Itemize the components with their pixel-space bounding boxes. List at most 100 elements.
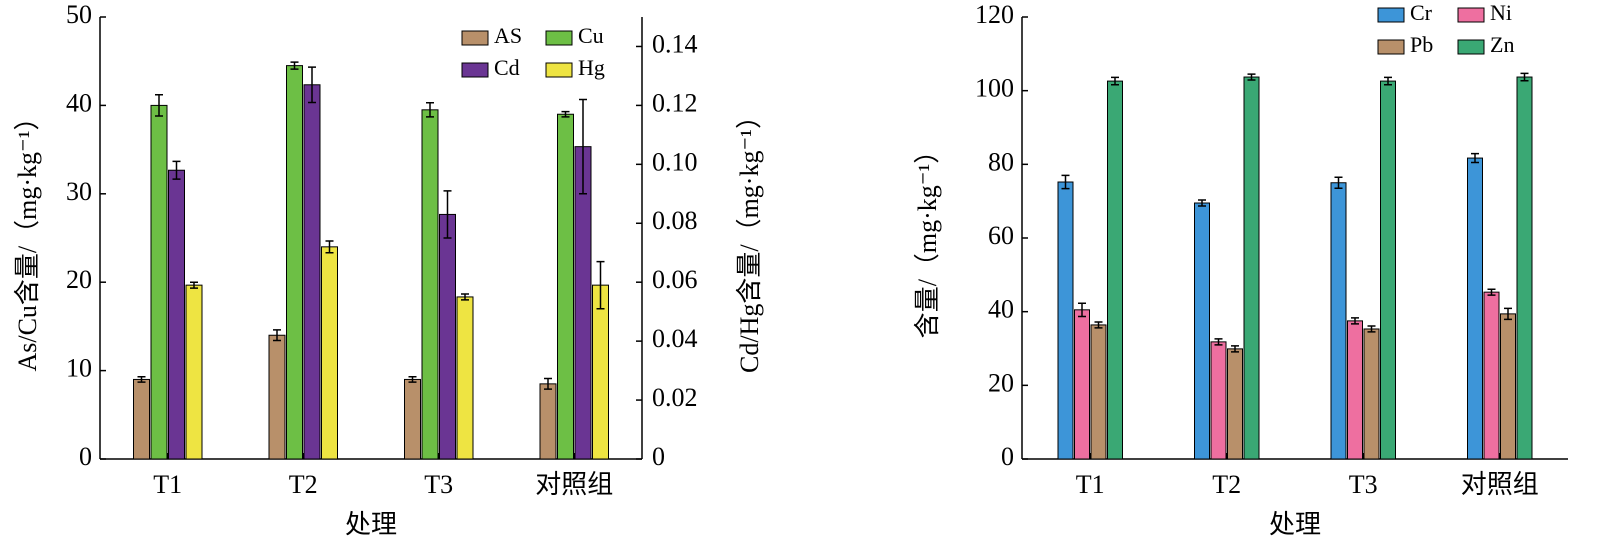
bar bbox=[1074, 309, 1090, 460]
error-bar bbox=[1061, 174, 1070, 190]
error-bar bbox=[1487, 288, 1496, 296]
y-tick-label: 60 bbox=[988, 221, 1014, 250]
error-bar bbox=[1520, 72, 1529, 82]
bar bbox=[1210, 341, 1227, 460]
x-tick-label: 对照组 bbox=[535, 470, 613, 499]
legend-label: Hg bbox=[578, 55, 605, 80]
bar bbox=[185, 284, 203, 460]
legend-label: Pb bbox=[1410, 32, 1433, 57]
x-tick-label: T3 bbox=[424, 470, 453, 499]
y2-tick-label: 0.10 bbox=[652, 147, 698, 176]
y-tick-label: 0 bbox=[1001, 442, 1014, 471]
legend-swatch bbox=[1457, 39, 1485, 55]
x-axis-label: 处理 bbox=[345, 510, 397, 539]
bar bbox=[1363, 328, 1380, 460]
error-bar bbox=[1231, 345, 1239, 353]
legend-swatch bbox=[545, 62, 573, 78]
error-bar bbox=[443, 190, 452, 239]
legend-label: AS bbox=[494, 23, 522, 48]
y-tick-label: 40 bbox=[66, 88, 92, 117]
error-bar bbox=[596, 260, 605, 310]
error-bar bbox=[1078, 302, 1086, 318]
error-bar bbox=[579, 98, 587, 195]
error-bar bbox=[1247, 73, 1256, 81]
error-bar bbox=[1504, 307, 1512, 321]
y2-tick-label: 0.06 bbox=[652, 265, 698, 294]
error-bar bbox=[544, 377, 552, 390]
legend-label: Cu bbox=[578, 23, 604, 48]
y2-axis-label: Cd/Hg含量/（mg·kg⁻¹） bbox=[735, 103, 764, 373]
error-bar bbox=[1334, 176, 1343, 190]
bar bbox=[1107, 80, 1123, 460]
error-bar bbox=[1094, 321, 1103, 329]
error-bar bbox=[172, 160, 181, 180]
y-tick-label: 50 bbox=[66, 0, 92, 29]
y-tick-label: 30 bbox=[66, 177, 92, 206]
error-bar bbox=[461, 293, 469, 301]
y2-tick-label: 0 bbox=[652, 442, 665, 471]
bar bbox=[1380, 80, 1396, 460]
y-axis-label: As/Cu含量/（mg·kg⁻¹） bbox=[13, 104, 42, 371]
bar bbox=[1483, 291, 1500, 460]
y-tick-label: 10 bbox=[66, 354, 92, 383]
error-bar bbox=[426, 101, 434, 118]
bar bbox=[1330, 182, 1347, 460]
bar bbox=[439, 213, 456, 460]
bar bbox=[1347, 320, 1363, 460]
error-bar bbox=[1367, 325, 1376, 333]
bar bbox=[303, 84, 321, 460]
error-bar bbox=[561, 110, 570, 118]
x-tick-label: T2 bbox=[289, 470, 318, 499]
y-tick-label: 0 bbox=[79, 442, 92, 471]
bar bbox=[557, 113, 574, 460]
error-bar bbox=[137, 376, 146, 383]
error-bar bbox=[308, 66, 316, 104]
y-tick-label: 40 bbox=[988, 295, 1014, 324]
x-tick-label: T1 bbox=[1076, 470, 1105, 499]
x-tick-label: T1 bbox=[153, 470, 182, 499]
error-bar bbox=[1198, 199, 1206, 207]
y-tick-label: 20 bbox=[66, 265, 92, 294]
bar bbox=[1243, 76, 1260, 460]
bar bbox=[404, 378, 421, 460]
error-bar bbox=[290, 61, 299, 70]
legend-label: Cd bbox=[494, 55, 520, 80]
y2-tick-label: 0.08 bbox=[652, 206, 698, 235]
bar bbox=[539, 383, 557, 460]
y2-tick-label: 0.02 bbox=[652, 383, 698, 412]
legend-swatch bbox=[545, 30, 573, 46]
y-tick-label: 120 bbox=[975, 0, 1014, 29]
error-bar bbox=[1471, 152, 1479, 164]
error-bar bbox=[325, 240, 334, 254]
bar bbox=[1500, 313, 1516, 460]
legend-label: Ni bbox=[1490, 0, 1512, 25]
x-axis-label: 处理 bbox=[1269, 510, 1321, 539]
bar bbox=[133, 378, 150, 460]
error-bar bbox=[1384, 76, 1392, 86]
bar bbox=[268, 334, 286, 460]
bar bbox=[592, 284, 609, 460]
bar bbox=[421, 109, 439, 460]
legend-swatch bbox=[1377, 7, 1405, 23]
bar bbox=[150, 104, 168, 460]
error-bar bbox=[408, 376, 417, 383]
x-tick-label: T2 bbox=[1212, 470, 1241, 499]
bar bbox=[1194, 202, 1210, 460]
bar bbox=[168, 169, 185, 460]
legend-swatch bbox=[461, 62, 489, 78]
legend-swatch bbox=[461, 30, 489, 46]
error-bar bbox=[1214, 338, 1223, 346]
bar bbox=[286, 65, 303, 460]
y-axis-label: 含量/（mg·kg⁻¹） bbox=[913, 138, 942, 339]
y-tick-label: 20 bbox=[988, 368, 1014, 397]
error-bar bbox=[155, 94, 163, 117]
bar bbox=[1516, 76, 1533, 460]
x-tick-label: T3 bbox=[1349, 470, 1378, 499]
y-tick-label: 100 bbox=[975, 74, 1014, 103]
bar bbox=[1090, 324, 1107, 460]
error-bar bbox=[1111, 76, 1119, 86]
bar bbox=[456, 296, 474, 460]
bar bbox=[1467, 157, 1483, 460]
y2-tick-label: 0.14 bbox=[652, 29, 698, 58]
